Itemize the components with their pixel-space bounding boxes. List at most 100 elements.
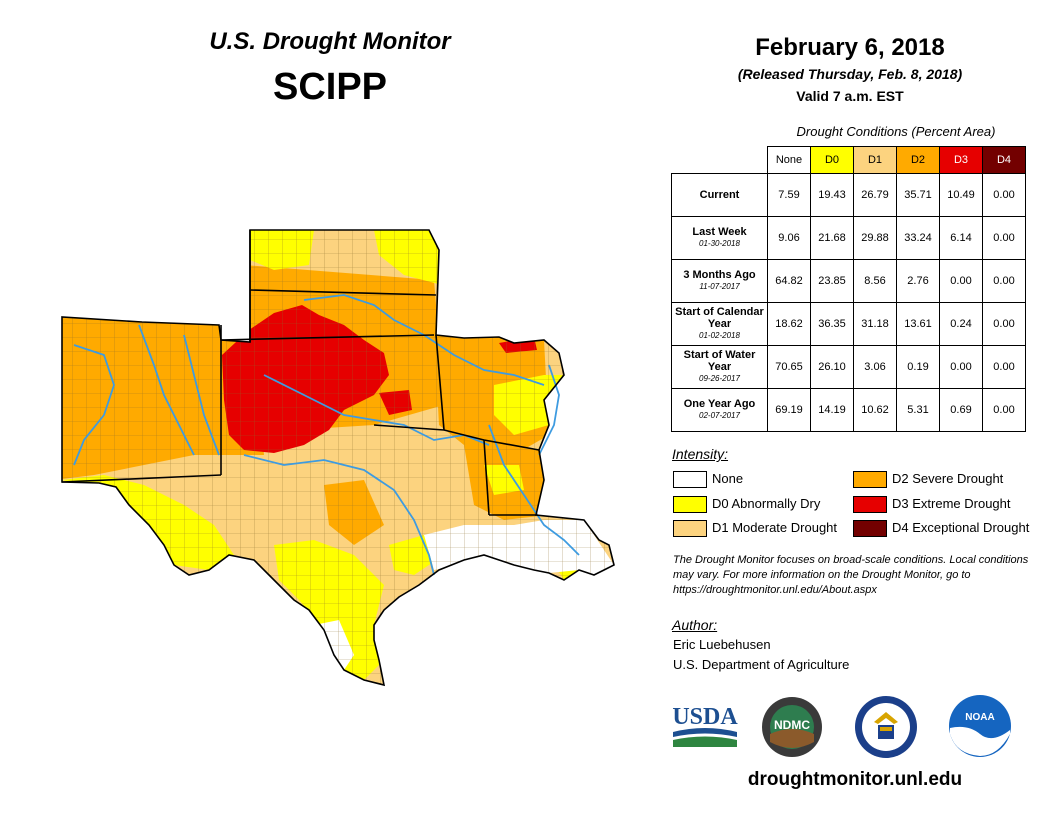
cell-d0: 19.43 bbox=[810, 173, 854, 217]
cell-d4: 0.00 bbox=[982, 345, 1026, 389]
table-header-row: None D0 D1 D2 D3 D4 bbox=[672, 146, 1026, 174]
disclaimer-note: The Drought Monitor focuses on broad-sca… bbox=[673, 554, 1029, 596]
map-date: February 6, 2018 bbox=[755, 34, 945, 61]
usda-logo: USDA bbox=[672, 704, 738, 747]
row-label-text: Last Week bbox=[692, 226, 747, 238]
row-date: 02-07-2017 bbox=[699, 411, 740, 420]
col-header-d2: D2 bbox=[896, 146, 940, 174]
row-label-text: 3 Months Ago bbox=[683, 269, 756, 281]
col-label: D2 bbox=[910, 154, 926, 166]
drought-map bbox=[61, 229, 615, 687]
row-label-text: One Year Ago bbox=[683, 398, 756, 410]
table-row-start-of-calendar-year: Start of Calendar Year 01-02-2018 18.62 3… bbox=[671, 302, 1026, 346]
cell-d1: 8.56 bbox=[853, 259, 897, 303]
brand-title: U.S. Drought Monitor bbox=[209, 28, 451, 55]
col-header-d1: D1 bbox=[853, 146, 897, 174]
table-row-last-week: Last Week 01-30-2018 9.06 21.68 29.88 33.… bbox=[671, 216, 1026, 260]
cell-d2: 35.71 bbox=[896, 173, 940, 217]
noaa-logo-text: NOAA bbox=[965, 712, 994, 723]
cell-d0: 26.10 bbox=[810, 345, 854, 389]
footer-url[interactable]: droughtmonitor.unl.edu bbox=[747, 769, 963, 790]
usda-logo-text: USDA bbox=[672, 704, 738, 730]
cell-d2: 2.76 bbox=[896, 259, 940, 303]
cell-d1: 26.79 bbox=[853, 173, 897, 217]
cell-d1: 3.06 bbox=[853, 345, 897, 389]
cell-none: 70.65 bbox=[767, 345, 811, 389]
commerce-seal-logo bbox=[855, 696, 917, 758]
drought-table: None D0 D1 D2 D3 D4 Current 7.59 19.43 2… bbox=[671, 146, 1026, 432]
cell-d4: 0.00 bbox=[982, 216, 1026, 260]
row-label-text: Start of Water Year bbox=[683, 349, 756, 373]
rivers bbox=[73, 294, 580, 576]
cell-d1: 29.88 bbox=[853, 216, 897, 260]
row-date: 11-07-2017 bbox=[699, 282, 740, 291]
col-header-d0: D0 bbox=[810, 146, 854, 174]
noaa-logo: NOAA bbox=[949, 695, 1011, 757]
valid-time: Valid 7 a.m. EST bbox=[796, 88, 904, 104]
cell-d1: 31.18 bbox=[853, 302, 897, 346]
legend-label-d2: D2 Severe Drought bbox=[892, 471, 1004, 486]
row-date: 01-30-2018 bbox=[699, 239, 740, 248]
row-label: Current bbox=[671, 173, 768, 217]
row-label: Last Week 01-30-2018 bbox=[671, 216, 768, 260]
row-label-text: Start of Calendar Year bbox=[675, 306, 764, 330]
cell-none: 7.59 bbox=[767, 173, 811, 217]
row-date: 09-26-2017 bbox=[699, 374, 740, 383]
col-label: None bbox=[775, 154, 803, 166]
col-label: D4 bbox=[996, 154, 1012, 166]
cell-d2: 0.19 bbox=[896, 345, 940, 389]
cell-d4: 0.00 bbox=[982, 173, 1026, 217]
col-label: D1 bbox=[867, 154, 883, 166]
col-header-none: None bbox=[767, 146, 811, 174]
legend-label-d1: D1 Moderate Drought bbox=[712, 520, 838, 535]
table-title: Drought Conditions (Percent Area) bbox=[796, 124, 996, 139]
cell-d4: 0.00 bbox=[982, 302, 1026, 346]
row-label: One Year Ago 02-07-2017 bbox=[671, 388, 768, 432]
ndmc-logo-text: NDMC bbox=[774, 718, 810, 732]
legend-swatch-d2 bbox=[853, 471, 887, 488]
cell-none: 18.62 bbox=[767, 302, 811, 346]
cell-d2: 5.31 bbox=[896, 388, 940, 432]
cell-d0: 36.35 bbox=[810, 302, 854, 346]
legend-label-d0: D0 Abnormally Dry bbox=[712, 496, 821, 511]
cell-d3: 0.00 bbox=[939, 345, 983, 389]
row-date: 01-02-2018 bbox=[699, 331, 740, 340]
ndmc-logo: NDMC bbox=[762, 697, 822, 757]
cell-d3: 0.00 bbox=[939, 259, 983, 303]
legend-label-d3: D3 Extreme Drought bbox=[892, 496, 1011, 511]
col-header-d3: D3 bbox=[939, 146, 983, 174]
cell-d3: 10.49 bbox=[939, 173, 983, 217]
table-row-start-of-water-year: Start of Water Year 09-26-2017 70.65 26.1… bbox=[671, 345, 1026, 389]
cell-d3: 0.69 bbox=[939, 388, 983, 432]
cell-none: 9.06 bbox=[767, 216, 811, 260]
state-borders bbox=[61, 229, 615, 687]
cell-d0: 23.85 bbox=[810, 259, 854, 303]
legend-swatch-d1 bbox=[673, 520, 707, 537]
legend-swatch-d0 bbox=[673, 496, 707, 513]
cell-d2: 33.24 bbox=[896, 216, 940, 260]
region-title: SCIPP bbox=[272, 66, 388, 108]
author-org: U.S. Department of Agriculture bbox=[673, 657, 850, 672]
row-label-text: Current bbox=[699, 189, 740, 201]
cell-d3: 6.14 bbox=[939, 216, 983, 260]
table-row-one-year-ago: One Year Ago 02-07-2017 69.19 14.19 10.62… bbox=[671, 388, 1026, 432]
col-label: D0 bbox=[824, 154, 840, 166]
cell-d4: 0.00 bbox=[982, 388, 1026, 432]
legend-label-d4: D4 Exceptional Drought bbox=[892, 520, 1030, 535]
cell-none: 64.82 bbox=[767, 259, 811, 303]
cell-d0: 21.68 bbox=[810, 216, 854, 260]
legend-swatch-none bbox=[673, 471, 707, 488]
cell-d0: 14.19 bbox=[810, 388, 854, 432]
col-label: D3 bbox=[953, 154, 969, 166]
cell-none: 69.19 bbox=[767, 388, 811, 432]
row-label: 3 Months Ago 11-07-2017 bbox=[671, 259, 768, 303]
table-corner bbox=[672, 147, 768, 174]
cell-d3: 0.24 bbox=[939, 302, 983, 346]
table-row-current: Current 7.59 19.43 26.79 35.71 10.49 0.0… bbox=[671, 173, 1026, 217]
col-header-d4: D4 bbox=[982, 146, 1026, 174]
release-date: (Released Thursday, Feb. 8, 2018) bbox=[737, 66, 963, 82]
author-name: Eric Luebehusen bbox=[673, 637, 771, 652]
cell-d4: 0.00 bbox=[982, 259, 1026, 303]
row-label: Start of Water Year 09-26-2017 bbox=[671, 345, 768, 389]
table-row-3-months-ago: 3 Months Ago 11-07-2017 64.82 23.85 8.56 … bbox=[671, 259, 1026, 303]
